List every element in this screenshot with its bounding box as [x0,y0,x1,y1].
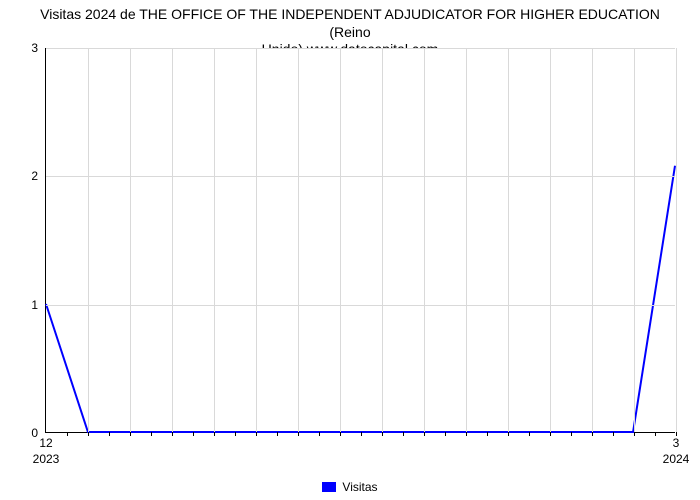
chart-title-line1: Visitas 2024 de THE OFFICE OF THE INDEPE… [40,6,660,40]
x-minor-tick [424,432,425,436]
y-tick-label: 2 [31,169,38,183]
x-minor-tick [529,432,530,436]
vgrid-line [382,48,383,432]
x-minor-tick [319,432,320,436]
vgrid-line [550,48,551,432]
x-minor-tick [130,432,131,436]
x-tick-year: 2023 [33,452,60,466]
x-minor-tick [193,432,194,436]
x-minor-tick [172,432,173,436]
vgrid-line [424,48,425,432]
hgrid-line [46,176,675,177]
vgrid-line [466,48,467,432]
vgrid-line [592,48,593,432]
x-minor-tick [508,432,509,436]
vgrid-line [676,48,677,432]
x-minor-tick [151,432,152,436]
x-minor-tick [613,432,614,436]
series-polyline [46,166,675,432]
x-minor-tick [571,432,572,436]
y-tick-label: 3 [31,41,38,55]
vgrid-line [634,48,635,432]
x-minor-tick [487,432,488,436]
hgrid-line [46,305,675,306]
x-minor-tick [655,432,656,436]
vgrid-line [256,48,257,432]
chart-plot: 012312202332024 [45,48,675,433]
hgrid-line [46,48,675,49]
vgrid-line [298,48,299,432]
x-minor-tick [88,432,89,436]
vgrid-line [172,48,173,432]
x-minor-tick [256,432,257,436]
vgrid-line [340,48,341,432]
vgrid-line [130,48,131,432]
y-tick-label: 0 [31,426,38,440]
x-minor-tick [445,432,446,436]
x-tick-label: 3 [673,436,680,450]
x-minor-tick [403,432,404,436]
x-minor-tick [109,432,110,436]
x-minor-tick [67,432,68,436]
x-tick-label: 12 [39,436,52,450]
vgrid-line [88,48,89,432]
x-minor-tick [634,432,635,436]
x-minor-tick [298,432,299,436]
line-series [46,48,675,432]
x-minor-tick [214,432,215,436]
y-tick-label: 1 [31,298,38,312]
legend-swatch [322,482,336,492]
x-tick-year: 2024 [663,452,690,466]
x-minor-tick [592,432,593,436]
x-minor-tick [382,432,383,436]
x-minor-tick [277,432,278,436]
vgrid-line [214,48,215,432]
x-minor-tick [466,432,467,436]
legend-label: Visitas [342,480,377,494]
x-minor-tick [550,432,551,436]
plot-area: 012312202332024 [45,48,675,433]
vgrid-line [508,48,509,432]
legend: Visitas [0,479,700,494]
x-minor-tick [361,432,362,436]
x-minor-tick [235,432,236,436]
x-minor-tick [340,432,341,436]
